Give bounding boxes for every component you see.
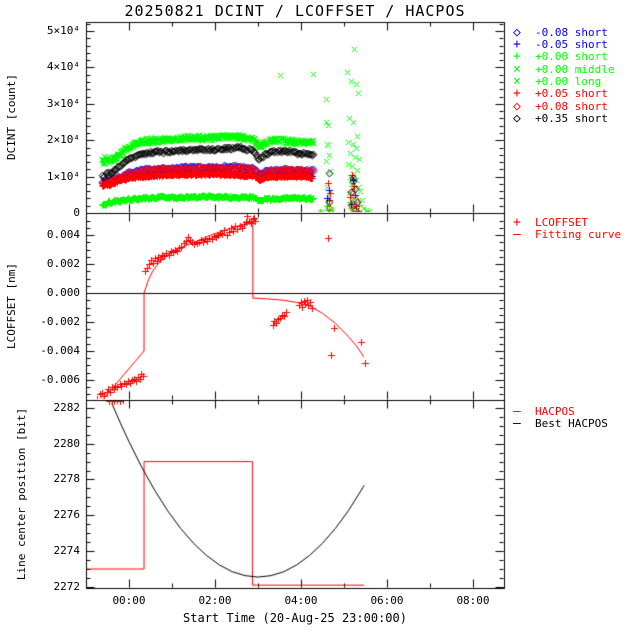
legend-item: ◇ +0.35 short <box>513 111 608 126</box>
y-tick-label: 0 <box>73 206 80 219</box>
legend-plus-icon: + <box>513 215 521 230</box>
x-tick-label: 08:00 <box>456 594 490 607</box>
legend-item: — HACPOS <box>513 404 575 419</box>
legend-label: +0.00 long <box>535 75 602 88</box>
legend-item: × +0.00 long <box>513 74 602 89</box>
legend-label: HACPOS <box>535 405 575 418</box>
legend-diamond-icon: ◇ <box>513 99 521 114</box>
legend-diamond-icon: ◇ <box>513 111 521 126</box>
legend-label: Fitting curve <box>535 228 622 241</box>
legend-item: + -0.05 short <box>513 37 608 52</box>
x-tick-label: 02:00 <box>198 594 232 607</box>
legend-item: — Best HACPOS <box>513 416 608 431</box>
legend-cross-icon: × <box>513 62 521 77</box>
chart-title: 20250821 DCINT / LCOFFSET / HACPOS <box>124 2 466 20</box>
y-tick-label: 0.000 <box>46 286 80 299</box>
x-tick-label: 06:00 <box>370 594 404 607</box>
x-axis-label: Start Time (20-Aug-25 23:00:00) <box>183 611 407 625</box>
y-tick-label: 0.002 <box>46 257 80 270</box>
x-tick-label: 04:00 <box>284 594 318 607</box>
y-tick-label: 1×10⁴ <box>46 170 80 183</box>
legend-item: + +0.05 short <box>513 86 608 101</box>
legend-label: +0.00 middle <box>535 63 615 76</box>
legend-cross-icon: × <box>513 74 521 89</box>
legend-plus-icon: + <box>513 37 521 52</box>
legend-label: LCOFFSET <box>535 216 588 229</box>
legend-item: ◇ -0.08 short <box>513 25 608 40</box>
legend-item: — Fitting curve <box>513 227 622 242</box>
legend-item: × +0.00 middle <box>513 62 615 77</box>
y-tick-label: 2282 <box>53 401 81 414</box>
legend-plus-icon: + <box>513 86 521 101</box>
y-tick-label: 2280 <box>53 437 81 450</box>
y-tick-label: 2274 <box>53 544 81 557</box>
y-tick-label: 2272 <box>53 580 81 593</box>
legend-line-icon: — <box>513 404 521 419</box>
y-tick-label: 4×10⁴ <box>46 60 80 73</box>
y-tick-label: 2276 <box>53 508 81 521</box>
legend-diamond-icon: ◇ <box>513 25 521 40</box>
legend-label: +0.05 short <box>535 87 608 100</box>
legend-item: + LCOFFSET <box>513 215 588 230</box>
y-tick-label: 2×10⁴ <box>46 133 80 146</box>
y-tick-label: 3×10⁴ <box>46 97 80 110</box>
y-tick-label: -0.004 <box>40 344 80 357</box>
y-axis-label-dcint: DCINT [count] <box>5 73 18 161</box>
legend-plus-icon: + <box>513 49 521 64</box>
legend-item: ◇ +0.08 short <box>513 99 608 114</box>
legend-line-icon: — <box>513 227 521 242</box>
legend-label: +0.00 short <box>535 50 608 63</box>
legend-label: Best HACPOS <box>535 417 608 430</box>
y-tick-label: -0.002 <box>40 315 80 328</box>
x-tick-label: 00:00 <box>112 594 146 607</box>
legend-label: +0.08 short <box>535 100 608 113</box>
y-tick-label: 5×10⁴ <box>46 24 80 37</box>
legend-line-icon: — <box>513 416 521 431</box>
legend-label: -0.08 short <box>535 26 608 39</box>
y-axis-label-line-center: Line center position [bit] <box>15 407 28 581</box>
legend-label: +0.35 short <box>535 112 608 125</box>
y-tick-label: -0.006 <box>40 373 80 386</box>
y-tick-label: 2278 <box>53 472 81 485</box>
legend-item: + +0.00 short <box>513 49 608 64</box>
legend-label: -0.05 short <box>535 38 608 51</box>
y-tick-label: 0.004 <box>46 228 80 241</box>
